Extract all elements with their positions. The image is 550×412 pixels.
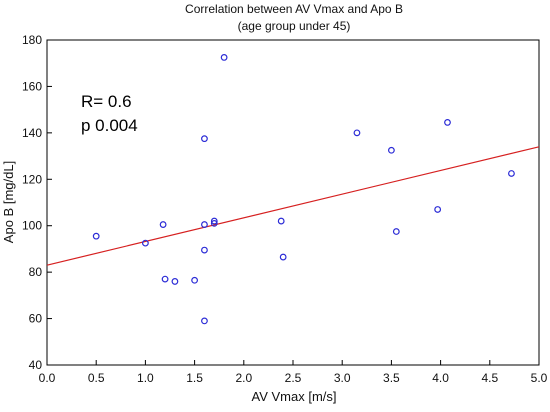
y-tick-label: 160 bbox=[22, 79, 42, 93]
regression-line bbox=[46, 146, 540, 266]
scatter-point bbox=[434, 206, 442, 213]
y-tick-label: 140 bbox=[22, 126, 42, 140]
scatter-point bbox=[141, 239, 149, 247]
y-axis-ticks bbox=[47, 39, 52, 366]
y-tick-label: 40 bbox=[29, 358, 43, 372]
scatter-point bbox=[277, 217, 285, 225]
scatter-point bbox=[388, 146, 395, 154]
scatter-point bbox=[508, 170, 515, 177]
x-axis-ticks bbox=[46, 360, 540, 365]
x-axis-tick-labels: 0.0 0.5 1.0 1.5 2.0 2.5 3.0 3.5 4.0 4.5 5.0 bbox=[39, 371, 548, 385]
y-tick-label: 60 bbox=[29, 312, 43, 326]
scatter-point bbox=[159, 221, 167, 228]
scatter-point bbox=[201, 317, 208, 325]
correlation-r-annotation: R= 0.6 bbox=[81, 92, 132, 111]
x-axis-label: AV Vmax [m/s] bbox=[252, 389, 337, 404]
scatter-point bbox=[201, 221, 208, 228]
y-tick-label: 100 bbox=[22, 219, 42, 233]
scatter-point bbox=[201, 246, 208, 254]
data-points bbox=[92, 54, 515, 325]
scatter-point bbox=[191, 276, 199, 284]
x-tick-label: 3.5 bbox=[383, 371, 400, 385]
scatter-point bbox=[444, 119, 451, 126]
y-tick-label: 180 bbox=[22, 33, 42, 47]
y-tick-label: 120 bbox=[22, 172, 42, 186]
y-axis-tick-labels: 40 60 80 100 120 140 160 180 bbox=[22, 33, 42, 372]
x-tick-label: 4.5 bbox=[481, 371, 498, 385]
scatter-point bbox=[161, 275, 169, 283]
scatter-point bbox=[210, 219, 218, 227]
x-tick-label: 1.5 bbox=[186, 371, 203, 385]
annotations: R= 0.6 p 0.004 bbox=[81, 92, 138, 135]
p-value-annotation: p 0.004 bbox=[81, 116, 138, 135]
x-tick-label: 0.5 bbox=[88, 371, 105, 385]
y-tick-label: 80 bbox=[29, 265, 43, 279]
scatter-point bbox=[279, 253, 287, 261]
y-axis-label: Apo B [mg/dL] bbox=[1, 161, 16, 243]
scatter-point bbox=[92, 232, 100, 240]
chart-subtitle: (age group under 45) bbox=[238, 19, 351, 33]
scatter-point bbox=[392, 228, 400, 235]
x-tick-label: 0.0 bbox=[39, 371, 56, 385]
scatter-point bbox=[220, 54, 228, 61]
x-tick-label: 5.0 bbox=[531, 371, 548, 385]
chart-title: Correlation between AV Vmax and Apo B bbox=[185, 2, 403, 16]
scatter-point bbox=[201, 135, 208, 143]
scatter-point bbox=[210, 217, 218, 225]
x-tick-label: 1.0 bbox=[137, 371, 154, 385]
scatter-point bbox=[171, 278, 179, 285]
x-tick-label: 3.0 bbox=[334, 371, 351, 385]
x-tick-label: 2.5 bbox=[285, 371, 302, 385]
plot-area-frame bbox=[46, 39, 540, 366]
x-tick-label: 2.0 bbox=[235, 371, 252, 385]
scatter-point bbox=[353, 129, 361, 137]
x-tick-label: 4.0 bbox=[432, 371, 449, 385]
